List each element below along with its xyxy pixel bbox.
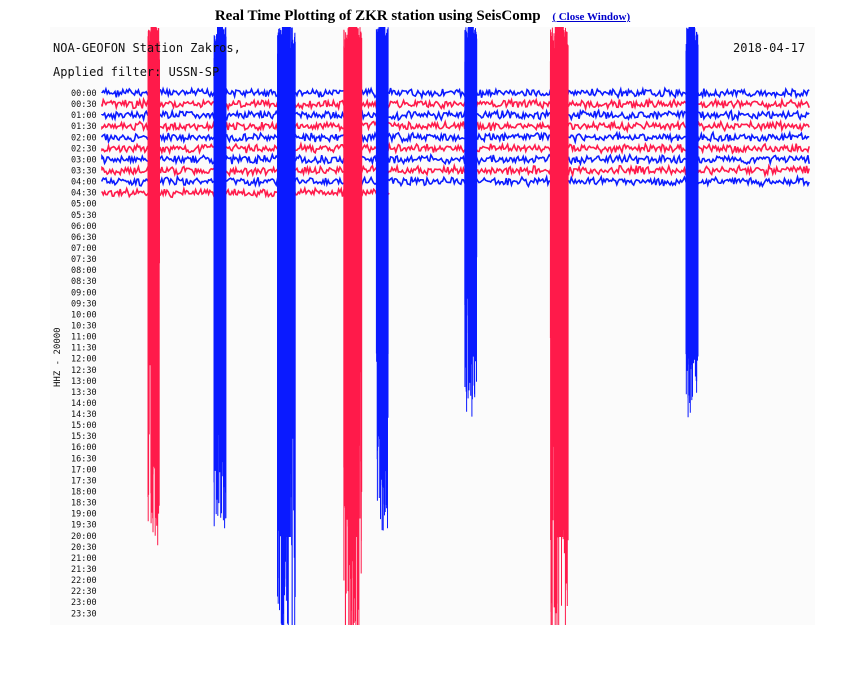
- row-time-label: 18:00: [71, 488, 97, 498]
- row-time-label: 13:00: [71, 377, 97, 387]
- row-time-label: 17:00: [71, 465, 97, 475]
- row-time-label: 12:00: [71, 355, 97, 365]
- event-core: [379, 27, 386, 435]
- event-core: [150, 27, 157, 435]
- trace-line: [101, 86, 810, 101]
- row-time-label: 08:00: [71, 266, 97, 276]
- row-time-label: 19:30: [71, 521, 97, 531]
- event-spike: [147, 27, 160, 546]
- filter-label: Applied filter: USSN-SP: [53, 65, 220, 79]
- row-time-label: 03:00: [71, 155, 97, 165]
- page-title: Real Time Plotting of ZKR station using …: [214, 8, 541, 24]
- row-time-label: 18:30: [71, 499, 97, 509]
- row-time-label: 05:30: [71, 211, 97, 221]
- helicorder-plot: 00:00 00:30 01:00 01:30 02:00 02:30 03:00 03:30…: [50, 27, 815, 625]
- event-spike: [343, 27, 363, 625]
- row-time-label: 21:00: [71, 554, 97, 564]
- row-time-label: 09:00: [71, 288, 97, 298]
- trace-line: [101, 152, 810, 167]
- row-time-label: 22:30: [71, 587, 97, 597]
- row-time-label: 04:00: [71, 178, 97, 188]
- row-time-label: 23:30: [71, 609, 97, 619]
- row-time-label: 15:00: [71, 421, 97, 431]
- event-spike: [464, 27, 478, 417]
- row-time-label: 06:00: [71, 222, 97, 232]
- helicorder-svg: 00:0000:3001:0001:3002:0002:3003:0003:30…: [71, 27, 810, 625]
- row-time-label: 21:30: [71, 565, 97, 575]
- event-core: [217, 27, 223, 435]
- event-spike: [213, 27, 227, 529]
- page-title-bar: Real Time Plotting of ZKR station using …: [0, 8, 845, 25]
- trace-line: [101, 108, 810, 123]
- station-label: NOA-GEOFON Station Zakros,: [53, 41, 241, 55]
- row-time-label: 11:30: [71, 344, 97, 354]
- row-time-label: 19:00: [71, 510, 97, 520]
- row-time-label: 17:30: [71, 476, 97, 486]
- row-time-label: 08:30: [71, 277, 97, 287]
- row-time-label: 07:00: [71, 244, 97, 254]
- trace-line: [101, 130, 810, 145]
- row-time-label: 04:30: [71, 189, 97, 199]
- row-time-label: 20:00: [71, 532, 97, 542]
- row-time-label: 06:30: [71, 233, 97, 243]
- row-time-label: 14:00: [71, 399, 97, 409]
- trace-line: [101, 162, 810, 179]
- row-time-label: 00:00: [71, 89, 97, 99]
- event-spike: [549, 27, 569, 625]
- row-time-label: 10:30: [71, 321, 97, 331]
- trace-line: [101, 96, 810, 112]
- row-time-label: 16:00: [71, 443, 97, 453]
- row-time-label: 07:30: [71, 255, 97, 265]
- event-core: [554, 27, 564, 537]
- row-time-label: 23:00: [71, 598, 97, 608]
- row-time-label: 16:30: [71, 454, 97, 464]
- row-time-label: 02:30: [71, 144, 97, 154]
- trace-line: [101, 118, 810, 134]
- event-core: [467, 27, 474, 333]
- close-window-link[interactable]: ( Close Window): [552, 11, 631, 23]
- row-time-label: 15:30: [71, 432, 97, 442]
- row-time-label: 14:30: [71, 410, 97, 420]
- row-time-label: 10:00: [71, 310, 97, 320]
- row-time-label: 12:30: [71, 366, 97, 376]
- row-time-label: 09:30: [71, 299, 97, 309]
- row-time-label: 01:00: [71, 111, 97, 121]
- trace-line: [101, 173, 810, 189]
- row-time-label: 13:30: [71, 388, 97, 398]
- date-label: 2018-04-17: [733, 41, 806, 55]
- trace-line: [101, 141, 810, 156]
- row-time-label: 00:30: [71, 100, 97, 110]
- row-time-label: 11:00: [71, 333, 97, 343]
- row-time-label: 22:00: [71, 576, 97, 586]
- row-time-label: 05:00: [71, 200, 97, 210]
- event-core: [348, 27, 358, 537]
- event-core: [281, 27, 291, 537]
- row-time-label: 01:30: [71, 122, 97, 132]
- event-spike: [685, 27, 699, 418]
- event-spike: [375, 27, 389, 531]
- row-time-label: 20:30: [71, 543, 97, 553]
- event-core: [689, 27, 695, 333]
- row-time-label: 02:00: [71, 133, 97, 143]
- event-spike: [277, 27, 296, 625]
- channel-axis-label: HHZ - 20000: [53, 327, 63, 387]
- row-time-label: 03:30: [71, 166, 97, 176]
